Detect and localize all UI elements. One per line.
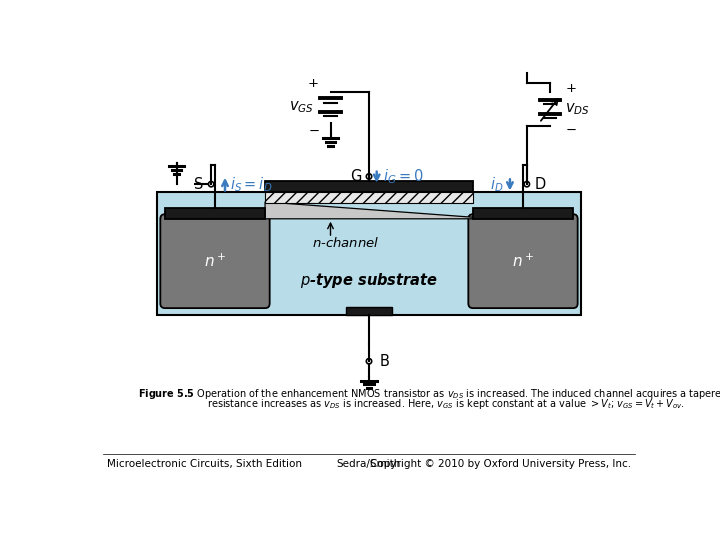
Text: $-$: $-$	[565, 123, 577, 136]
Bar	[265, 181, 473, 192]
Text: $v_{GS}$: $v_{GS}$	[289, 99, 314, 115]
Text: $n^+$: $n^+$	[512, 253, 534, 270]
Polygon shape	[265, 202, 473, 219]
Text: Microelectronic Circuits, Sixth Edition: Microelectronic Circuits, Sixth Edition	[107, 458, 302, 469]
Text: $i_G = 0$: $i_G = 0$	[383, 167, 423, 186]
Text: $i_S = i_D$: $i_S = i_D$	[230, 175, 273, 193]
Text: $\bf{Figure\ 5.5}$ Operation of the enhancement NMOS transistor as $v_{DS}$ is i: $\bf{Figure\ 5.5}$ Operation of the enha…	[138, 387, 720, 401]
FancyBboxPatch shape	[468, 214, 577, 308]
Bar	[157, 192, 581, 315]
Text: $i_D$: $i_D$	[490, 175, 504, 193]
Bar	[165, 208, 265, 219]
Bar	[346, 307, 392, 315]
Text: +: +	[308, 77, 319, 90]
Text: $-$: $-$	[307, 124, 320, 137]
FancyBboxPatch shape	[161, 214, 270, 308]
Text: resistance increases as $v_{DS}$ is increased. Here, $v_{GS}$ is kept constant a: resistance increases as $v_{DS}$ is incr…	[207, 396, 685, 410]
Text: Sedra/Smith: Sedra/Smith	[337, 458, 401, 469]
Text: $n$-channel: $n$-channel	[312, 237, 379, 251]
Text: G: G	[350, 169, 361, 184]
Bar	[473, 208, 573, 219]
Bar	[265, 192, 473, 202]
Text: S: S	[194, 177, 204, 192]
Text: $n^+$: $n^+$	[204, 253, 226, 270]
Text: Copyright © 2010 by Oxford University Press, Inc.: Copyright © 2010 by Oxford University Pr…	[369, 458, 631, 469]
Text: $p$-type substrate: $p$-type substrate	[300, 271, 438, 290]
Text: +: +	[565, 82, 576, 95]
Text: D: D	[534, 177, 546, 192]
Text: B: B	[379, 354, 390, 369]
Text: $v_{DS}$: $v_{DS}$	[565, 101, 590, 117]
